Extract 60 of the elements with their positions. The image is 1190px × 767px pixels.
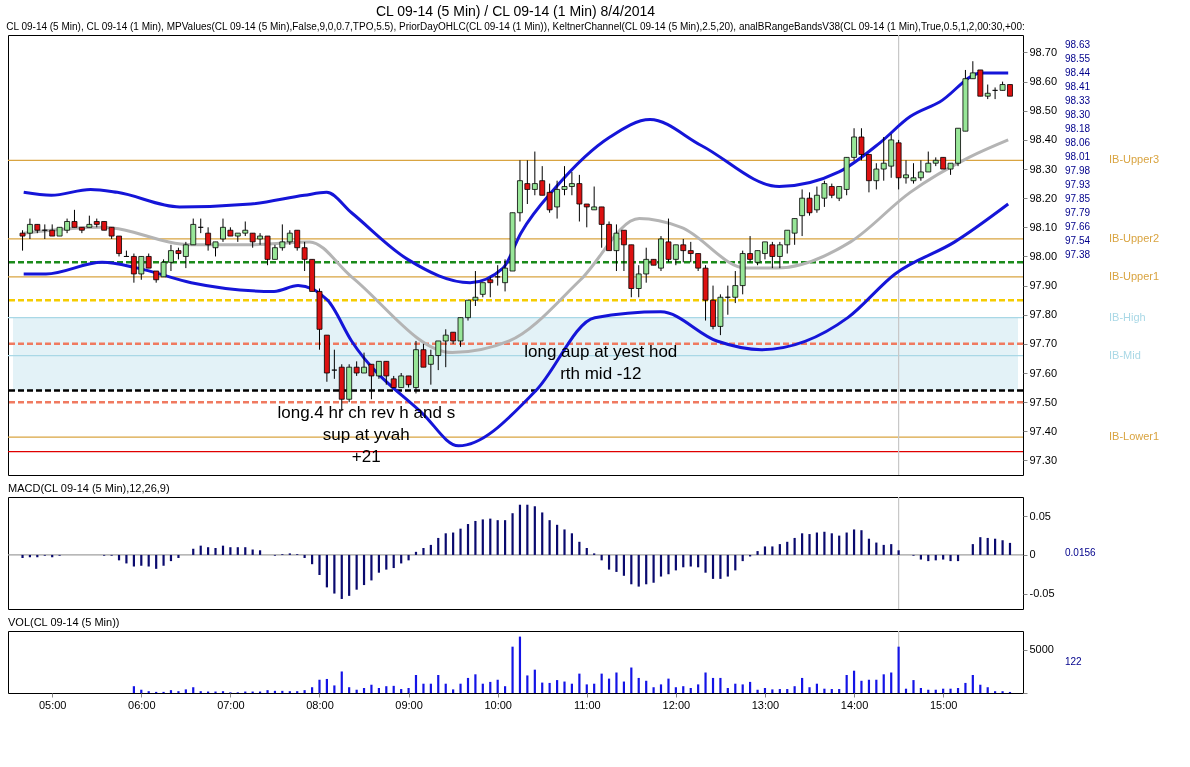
chart-title: VOL(CL 09-14 (5 Min)): [8, 616, 120, 628]
y-tick-label: 98.10: [1029, 220, 1058, 233]
text: 97.38: [1065, 249, 1091, 260]
chart-title: CL 09-14 (5 Min) / CL 09-14 (1 Min) 8/4/2014: [375, 3, 656, 19]
text: 97.93: [1065, 179, 1091, 190]
text: 97.98: [1065, 165, 1091, 176]
x-tick-label: 14:00: [840, 698, 869, 711]
x-tick-label: 12:00: [662, 698, 691, 711]
text: 98.63: [1065, 39, 1091, 50]
x-tick-label: 08:00: [306, 698, 334, 711]
y-tick-label: 97.40: [1029, 424, 1058, 437]
x-tick-label: 07:00: [217, 698, 245, 711]
text: 98.18: [1065, 123, 1091, 134]
text: 97.79: [1065, 207, 1091, 218]
y-tick-label: 97.70: [1029, 337, 1058, 350]
text: 98.06: [1065, 137, 1091, 148]
y-tick-label: 97.80: [1029, 308, 1058, 321]
y-tick-label: -0.05: [1029, 587, 1055, 600]
ref-line-label: IB-Upper1: [1109, 269, 1160, 282]
text: 98.44: [1065, 67, 1091, 78]
y-tick-label: 98.60: [1029, 75, 1058, 88]
text: 97.54: [1065, 235, 1091, 246]
ref-line-label: IB-Upper2: [1109, 231, 1160, 244]
y-tick-label: 98.50: [1029, 104, 1058, 117]
y-tick-label: 98.40: [1029, 133, 1058, 146]
y-tick-label: 97.50: [1029, 395, 1058, 408]
ref-line-label: IB-Mid: [1109, 348, 1141, 361]
y-tick-label: 98.30: [1029, 162, 1058, 175]
y-tick-label: 0.05: [1029, 509, 1051, 522]
text: 0.0156: [1065, 547, 1097, 558]
y-tick-label: 97.90: [1029, 279, 1058, 292]
y-tick-label: 97.30: [1029, 453, 1058, 466]
text: 98.55: [1065, 53, 1091, 64]
x-tick-label: 13:00: [751, 698, 780, 711]
text: 98.30: [1065, 109, 1091, 120]
x-tick-label: 09:00: [395, 698, 423, 711]
x-tick-label: 06:00: [128, 698, 156, 711]
text: 98.33: [1065, 95, 1091, 106]
y-tick-label: 98.70: [1029, 45, 1058, 58]
y-tick-label: 98.20: [1029, 191, 1058, 204]
chart-title: MACD(CL 09-14 (5 Min),12,26,9): [8, 482, 170, 494]
y-tick-label: 98.00: [1029, 249, 1058, 262]
x-tick-label: 11:00: [573, 698, 601, 711]
annotation: +21: [351, 447, 381, 467]
text: 97.66: [1065, 221, 1091, 232]
x-tick-label: 10:00: [484, 698, 512, 711]
ref-line-label: IB-High: [1109, 310, 1146, 323]
text: 122: [1065, 656, 1083, 667]
y-tick-label: 5000: [1029, 643, 1054, 656]
y-tick-label: 97.60: [1029, 366, 1058, 379]
chart-subtitle: CL 09-14 (5 Min), CL 09-14 (1 Min), MPValues(CL 09-14 (5 Min),False,9,0,0.7,TPO,5.5), PriorDayOHLC(CL 09-14 (1 Min)), KeltnerChannel(CL 09-14 (5 Min),2.5,20), analBRangeBandsV38(CL 09-14 (1 Min),True,0.5,1,2,00:30,+00:: [6, 21, 1025, 32]
y-tick-label: 0: [1029, 548, 1036, 561]
annotation: rth mid -12: [560, 363, 642, 383]
x-tick-label: 15:00: [929, 698, 958, 711]
text: 98.41: [1065, 81, 1091, 92]
ref-line-label: IB-Lower1: [1109, 430, 1160, 443]
ref-line-label: IB-Upper3: [1109, 153, 1160, 166]
text: 97.85: [1065, 193, 1091, 204]
text: 98.01: [1065, 151, 1091, 162]
x-tick-label: 05:00: [38, 698, 67, 711]
